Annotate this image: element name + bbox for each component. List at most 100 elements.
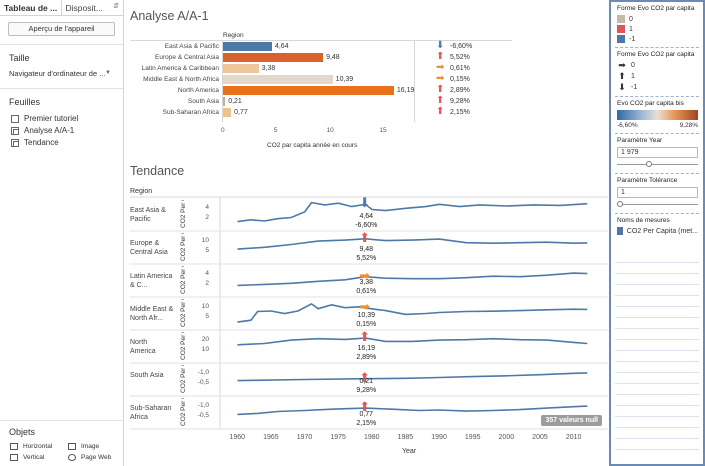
series-line[interactable] — [237, 272, 588, 287]
legend-item[interactable]: CO2 Per Capita (met... — [617, 227, 698, 235]
x-tick-label: 1990 — [431, 434, 447, 441]
divider — [0, 420, 124, 421]
slider-track — [617, 204, 698, 205]
bar[interactable] — [223, 108, 232, 117]
series-line[interactable] — [237, 302, 588, 323]
bar[interactable] — [223, 86, 394, 95]
legend-swatch — [617, 227, 623, 235]
legend-item[interactable]: 1 — [617, 25, 698, 33]
color-gradient-bar[interactable] — [617, 110, 698, 120]
bar-value-label: 4,64 — [274, 43, 289, 50]
sheet-item[interactable]: Premier tutoriel — [0, 111, 123, 123]
legend-label: 1 — [631, 73, 635, 80]
chevron-down-icon: ▼ — [105, 70, 111, 76]
bar[interactable] — [223, 42, 272, 51]
region-label: South Asia — [130, 372, 164, 379]
y-axis-title: CO2 Per Capita (... — [180, 233, 187, 261]
region-header: Region — [130, 188, 153, 195]
legend-item[interactable]: 0 — [617, 15, 698, 23]
device-preview-button[interactable]: Aperçu de l'appareil — [8, 22, 115, 36]
legend-label: 1 — [629, 25, 633, 33]
null-values-badge[interactable]: 357 valeurs null — [541, 415, 602, 426]
series-line[interactable] — [237, 201, 588, 223]
legend-swatch — [617, 25, 625, 33]
up-arrow-icon: ⬆ — [436, 95, 445, 106]
legend-label: -1 — [631, 84, 638, 91]
up-arrow-icon[interactable]: ⬆ — [359, 399, 371, 415]
y-axis-title: CO2 Per Capita (... — [180, 398, 187, 426]
region-label: Europe & Central Asia — [155, 54, 219, 61]
tab-layout-label: Disposit... — [65, 3, 103, 13]
pct-change-label: 2,15% — [450, 109, 470, 116]
object-horizontal[interactable]: Horizontal — [10, 443, 68, 450]
bar-value-label: 9,48 — [326, 54, 340, 61]
size-dropdown[interactable]: Navigateur d'ordinateur de ... ▼ — [0, 63, 123, 78]
pct-change-label: 9,28% — [450, 98, 470, 105]
sheet-item-label: Analyse A/A-1 — [24, 126, 75, 135]
gradient-legend-title: Evo CO2 par capita bis — [617, 100, 684, 107]
series-line[interactable] — [237, 405, 588, 416]
object-image[interactable]: Image — [68, 443, 126, 450]
tab-layout[interactable]: Disposit... ⇵ — [62, 0, 124, 15]
param-tol-input[interactable]: 1 — [617, 187, 698, 198]
region-label: North America — [177, 87, 219, 94]
y-axis-title: CO2 Per Capita (... — [180, 266, 187, 294]
param-year-input[interactable]: 1 979 — [617, 147, 698, 158]
arrow-legend: Forme Evo CO2 par capita ➡ 0 ⬆ 1 ⬇ -1 — [611, 48, 703, 92]
tab-dashboard[interactable]: Tableau de ... — [0, 0, 62, 15]
pct-label: 2,15% — [356, 420, 377, 427]
param-year-slider[interactable] — [617, 161, 698, 169]
right-arrow-icon[interactable]: ➡ — [359, 298, 371, 314]
bar[interactable] — [223, 75, 333, 84]
up-arrow-icon: ⬆ — [618, 71, 626, 81]
bar[interactable] — [223, 97, 226, 106]
legend-swatch — [617, 35, 625, 43]
series-line[interactable] — [237, 372, 588, 382]
right-arrow-icon[interactable]: ➡ — [359, 267, 371, 283]
pct-label: 5,52% — [356, 255, 377, 262]
value-label: 10,39 — [357, 312, 376, 319]
value-label: 0,21 — [359, 378, 374, 385]
legend-item[interactable]: ⬇ -1 — [617, 83, 698, 92]
gradient-min: -6,60% — [617, 122, 638, 129]
legend-item[interactable]: -1 — [617, 35, 698, 43]
axis-tick-label: 5 — [273, 127, 278, 134]
series-line[interactable] — [237, 237, 588, 250]
bar[interactable] — [223, 53, 324, 62]
series-line[interactable] — [237, 337, 588, 346]
bar[interactable] — [223, 64, 259, 73]
measures-title: Noms de mesures — [617, 217, 670, 224]
pct-label: -6,60% — [355, 222, 378, 229]
object-vertical[interactable]: Vertical — [10, 454, 68, 461]
sort-icon[interactable]: ⇵ — [113, 3, 119, 10]
bar-value-label: 3,38 — [261, 65, 276, 72]
pct-change-label: 0,15% — [450, 76, 470, 83]
y-axis-title: CO2 Per Capita (... — [180, 332, 187, 360]
sheet-item[interactable]: Tendance — [0, 135, 123, 147]
x-tick-label: 1985 — [397, 434, 414, 441]
value-label: 9,48 — [359, 246, 374, 253]
up-arrow-icon[interactable]: ⬆ — [359, 229, 371, 245]
up-arrow-icon: ⬆ — [436, 84, 445, 95]
object-label: Image — [81, 443, 100, 450]
legend-item[interactable]: ➡ 0 — [617, 61, 698, 70]
left-tabs: Tableau de ... Disposit... ⇵ — [0, 0, 123, 16]
up-arrow-icon[interactable]: ⬆ — [359, 329, 371, 345]
divider — [0, 44, 123, 45]
legend-item[interactable]: ⬆ 1 — [617, 72, 698, 81]
up-arrow-icon[interactable]: ⬆ — [359, 369, 371, 385]
param-year-title: Paramètre Year — [617, 137, 663, 144]
param-tol-slider[interactable] — [617, 201, 698, 209]
pct-change-label: 0,61% — [450, 65, 470, 72]
object-web-page[interactable]: Page Web — [68, 454, 126, 461]
chart-border — [222, 40, 223, 122]
image-icon — [68, 443, 76, 450]
slider-knob[interactable] — [617, 201, 623, 207]
dashboard-canvas: Analyse A/A-1 Region East Asia & Pacific… — [124, 0, 608, 466]
y-tick-label: -1,0 — [197, 402, 209, 409]
down-arrow-icon[interactable]: ⬇ — [359, 195, 371, 211]
value-label: 4,64 — [359, 213, 374, 220]
sheet-item[interactable]: Analyse A/A-1 — [0, 123, 123, 135]
slider-knob[interactable] — [646, 161, 653, 167]
tendance-title: Tendance — [130, 164, 185, 178]
